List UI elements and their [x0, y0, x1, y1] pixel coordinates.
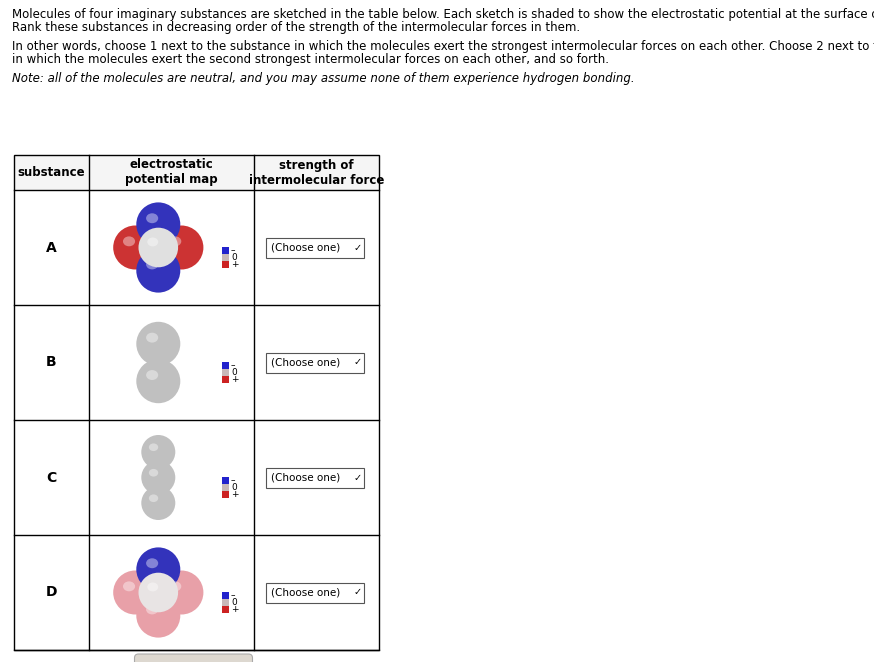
- Bar: [222, 362, 229, 369]
- Bar: [222, 369, 229, 376]
- Text: electrostatic
potential map: electrostatic potential map: [125, 158, 218, 187]
- Circle shape: [142, 461, 176, 495]
- Bar: [222, 247, 229, 254]
- Text: substance: substance: [17, 166, 86, 179]
- Text: (Choose one): (Choose one): [271, 587, 340, 598]
- Ellipse shape: [170, 236, 181, 246]
- Circle shape: [136, 547, 180, 591]
- FancyBboxPatch shape: [266, 583, 364, 602]
- Ellipse shape: [146, 213, 158, 223]
- Text: –: –: [231, 591, 235, 600]
- Text: In other words, choose 1 next to the substance in which the molecules exert the : In other words, choose 1 next to the sub…: [12, 40, 874, 53]
- Bar: [222, 477, 229, 484]
- Text: ✓: ✓: [354, 587, 362, 598]
- Text: (Choose one): (Choose one): [271, 242, 340, 252]
- Ellipse shape: [146, 604, 158, 614]
- Text: –: –: [231, 361, 235, 370]
- Text: strength of
intermolecular force: strength of intermolecular force: [249, 158, 385, 187]
- Text: +: +: [231, 375, 239, 384]
- Circle shape: [136, 249, 180, 293]
- Circle shape: [142, 435, 176, 469]
- Ellipse shape: [148, 238, 158, 246]
- Ellipse shape: [170, 581, 181, 591]
- Bar: [222, 484, 229, 491]
- Bar: [222, 261, 229, 268]
- Ellipse shape: [149, 495, 158, 502]
- Circle shape: [136, 203, 180, 246]
- FancyBboxPatch shape: [266, 238, 364, 258]
- Bar: [14, 155, 379, 650]
- Circle shape: [136, 322, 180, 366]
- Ellipse shape: [123, 581, 135, 591]
- Circle shape: [114, 226, 157, 269]
- Text: 0: 0: [231, 483, 237, 492]
- Circle shape: [142, 486, 176, 520]
- Text: 0: 0: [231, 598, 237, 607]
- Ellipse shape: [149, 444, 158, 451]
- Text: +: +: [231, 490, 239, 499]
- Circle shape: [136, 359, 180, 403]
- Text: –: –: [231, 476, 235, 485]
- Text: ✓: ✓: [354, 473, 362, 483]
- Ellipse shape: [146, 558, 158, 568]
- Text: D: D: [45, 585, 58, 600]
- Text: ✓: ✓: [354, 357, 362, 367]
- Bar: [222, 592, 229, 599]
- Circle shape: [114, 571, 157, 614]
- Text: 0: 0: [231, 253, 237, 262]
- Circle shape: [159, 571, 204, 614]
- Ellipse shape: [146, 260, 158, 269]
- Ellipse shape: [149, 469, 158, 477]
- Text: (Choose one): (Choose one): [271, 357, 340, 367]
- Text: +: +: [231, 260, 239, 269]
- Circle shape: [136, 594, 180, 638]
- Bar: [14, 155, 379, 190]
- Text: 0: 0: [231, 368, 237, 377]
- Circle shape: [138, 228, 178, 267]
- Text: B: B: [46, 355, 57, 369]
- Text: C: C: [46, 471, 57, 485]
- Text: Molecules of four imaginary substances are sketched in the table below. Each ske: Molecules of four imaginary substances a…: [12, 8, 874, 21]
- Ellipse shape: [146, 370, 158, 380]
- Text: (Choose one): (Choose one): [271, 473, 340, 483]
- Text: in which the molecules exert the second strongest intermolecular forces on each : in which the molecules exert the second …: [12, 53, 609, 66]
- FancyBboxPatch shape: [266, 352, 364, 373]
- Bar: [222, 254, 229, 261]
- Bar: [222, 599, 229, 606]
- Ellipse shape: [148, 583, 158, 591]
- Text: A: A: [46, 240, 57, 254]
- FancyBboxPatch shape: [266, 467, 364, 487]
- Ellipse shape: [123, 236, 135, 246]
- Text: ✓: ✓: [354, 242, 362, 252]
- Text: Note: all of the molecules are neutral, and you may assume none of them experien: Note: all of the molecules are neutral, …: [12, 72, 635, 85]
- Ellipse shape: [146, 333, 158, 343]
- Text: +: +: [231, 605, 239, 614]
- Bar: [222, 376, 229, 383]
- Bar: [222, 606, 229, 613]
- Circle shape: [138, 573, 178, 612]
- FancyBboxPatch shape: [135, 654, 253, 662]
- Circle shape: [159, 226, 204, 269]
- Text: –: –: [231, 246, 235, 255]
- Text: Rank these substances in decreasing order of the strength of the intermolecular : Rank these substances in decreasing orde…: [12, 21, 580, 34]
- Bar: [222, 491, 229, 498]
